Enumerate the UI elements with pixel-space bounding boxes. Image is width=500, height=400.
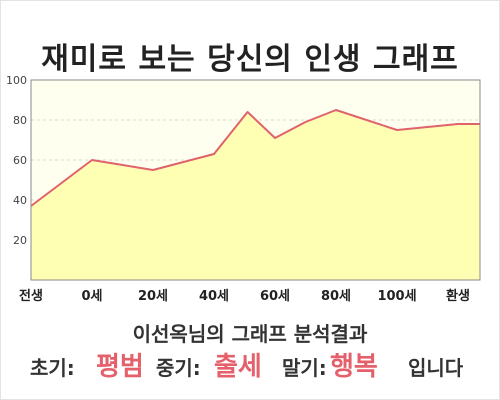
middle-value: 출세 (214, 352, 262, 382)
x-tick-label: 100세 (377, 289, 416, 304)
y-tick-label: 60 (13, 154, 27, 167)
x-tick-label: 환생 (446, 288, 470, 304)
x-tick-label: 20세 (138, 289, 168, 304)
late-label: 말기: (282, 356, 327, 380)
result-suffix: 입니다 (408, 356, 464, 380)
y-tick-label: 40 (13, 194, 27, 207)
plot-border (30, 79, 481, 281)
y-tick-label: 100 (6, 74, 27, 87)
analysis-result: 초기: 평범 중기: 출세 말기: 행복 입니다 (0, 346, 500, 382)
x-tick-label: 40세 (199, 289, 229, 304)
late-value: 행복 (330, 352, 378, 382)
x-tick-label: 60세 (260, 289, 290, 304)
x-tick-label: 전생 (19, 288, 43, 304)
x-tick-label: 80세 (321, 289, 351, 304)
y-tick-label: 20 (13, 234, 27, 247)
series-area (31, 110, 480, 280)
middle-label: 중기: (156, 356, 201, 380)
life-graph-chart: 20 40 60 80 100 전생 0세 20세 40세 60세 80세 100세 환생 (6, 74, 481, 304)
analysis-caption: 이선옥님의 그래프 분석결과 (132, 322, 368, 346)
early-label: 초기: (30, 356, 75, 380)
x-tick-label: 0세 (81, 289, 102, 304)
early-value: 평범 (96, 352, 144, 382)
page-title: 재미로 보는 당신의 인생 그래프 (41, 42, 459, 77)
series-line (30, 109, 480, 207)
y-tick-label: 80 (13, 114, 27, 127)
